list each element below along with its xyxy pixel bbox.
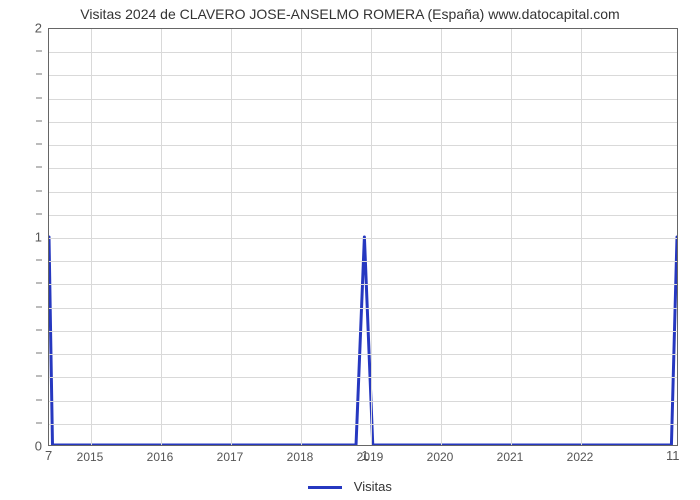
gridline-h-minor [49,401,677,402]
ytick-minor [36,399,42,400]
xtick-label: 2020 [427,450,454,464]
gridline-v [511,29,512,445]
gridline-h-minor [49,331,677,332]
gridline-v [581,29,582,445]
line-series [49,29,677,445]
legend-label: Visitas [354,479,392,494]
ytick-minor [36,120,42,121]
xtick-label: 2018 [287,450,314,464]
ytick-label: 2 [0,21,42,36]
gridline-h-minor [49,168,677,169]
legend: Visitas [0,479,700,494]
gridline-v [231,29,232,445]
gridline-h-minor [49,192,677,193]
gridline-v [371,29,372,445]
ytick-minor [36,144,42,145]
ytick-minor [36,51,42,52]
xtick-label: 2015 [77,450,104,464]
ytick-minor [36,376,42,377]
gridline-h-minor [49,377,677,378]
gridline-h-minor [49,424,677,425]
gridline-h-minor [49,261,677,262]
xtick-label: 2021 [497,450,524,464]
gridline-h-minor [49,215,677,216]
gridline-h-minor [49,284,677,285]
xtick-label: 2016 [147,450,174,464]
xtick-label: 2019 [357,450,384,464]
ytick-label: 0 [0,439,42,454]
ytick-minor [36,167,42,168]
xtick-label: 2017 [217,450,244,464]
left-end-label: 7 [45,448,52,463]
gridline-h-minor [49,308,677,309]
gridline-h-minor [49,75,677,76]
gridline-h-minor [49,354,677,355]
plot-area [48,28,678,446]
gridline-h [49,238,677,239]
ytick-minor [36,190,42,191]
ytick-minor [36,306,42,307]
ytick-minor [36,353,42,354]
gridline-v [301,29,302,445]
ytick-minor [36,97,42,98]
gridline-h-minor [49,122,677,123]
ytick-minor [36,74,42,75]
ytick-minor [36,260,42,261]
gridline-h-minor [49,52,677,53]
ytick-minor [36,283,42,284]
gridline-v [161,29,162,445]
gridline-h-minor [49,99,677,100]
gridline-v [441,29,442,445]
ytick-minor [36,213,42,214]
legend-swatch [308,486,342,489]
right-end-label: 11 [666,448,680,463]
xtick-label: 2022 [567,450,594,464]
chart-container: Visitas 2024 de CLAVERO JOSE-ANSELMO ROM… [0,0,700,500]
gridline-h-minor [49,145,677,146]
ytick-label: 1 [0,230,42,245]
ytick-minor [36,329,42,330]
gridline-v [91,29,92,445]
chart-title: Visitas 2024 de CLAVERO JOSE-ANSELMO ROM… [0,6,700,22]
ytick-minor [36,422,42,423]
